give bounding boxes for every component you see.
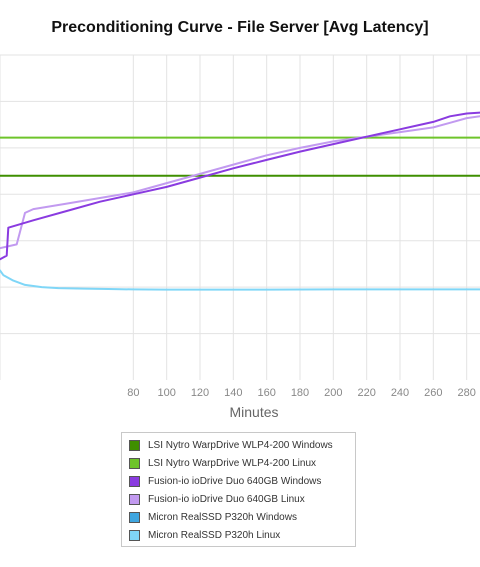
series-line-4 <box>0 115 480 250</box>
legend-item: Micron RealSSD P320h Linux <box>122 526 355 544</box>
x-tick-label: 280 <box>457 387 475 399</box>
x-tick-label: 220 <box>357 387 375 399</box>
series-line-6 <box>0 269 480 291</box>
legend: LSI Nytro WarpDrive WLP4-200 Windows LSI … <box>121 432 356 547</box>
legend-swatch <box>129 493 140 505</box>
x-tick-label: 160 <box>257 387 275 399</box>
x-tick-label: 260 <box>424 387 442 399</box>
legend-item: LSI Nytro WarpDrive WLP4-200 Windows <box>122 436 355 454</box>
legend-swatch <box>129 439 140 451</box>
x-tick-label: 120 <box>191 387 209 399</box>
legend-swatch <box>129 457 140 469</box>
legend-swatch <box>129 475 140 487</box>
legend-item: LSI Nytro WarpDrive WLP4-200 Linux <box>122 454 355 472</box>
x-tick-label: 240 <box>391 387 409 399</box>
legend-item: Micron RealSSD P320h Windows <box>122 508 355 526</box>
chart-title: Preconditioning Curve - File Server [Avg… <box>51 19 429 36</box>
line-chart: 80 100 120 140 160 180 200 220 240 260 280 Minutes <box>0 54 480 420</box>
x-tick-label: 80 <box>127 387 139 399</box>
legend-label: LSI Nytro WarpDrive WLP4-200 Linux <box>148 457 317 469</box>
series-line-3 <box>0 111 480 261</box>
x-axis-title: Minutes <box>229 404 278 420</box>
legend-item: Fusion-io ioDrive Duo 640GB Windows <box>122 472 355 490</box>
x-tick-label: 100 <box>157 387 175 399</box>
legend-swatch <box>129 511 140 523</box>
legend-item: Fusion-io ioDrive Duo 640GB Linux <box>122 490 355 508</box>
x-tick-label: 140 <box>224 387 242 399</box>
legend-label: Micron RealSSD P320h Windows <box>148 511 297 523</box>
legend-label: Micron RealSSD P320h Linux <box>148 529 281 541</box>
legend-label: Fusion-io ioDrive Duo 640GB Linux <box>148 493 305 505</box>
legend-label: LSI Nytro WarpDrive WLP4-200 Windows <box>148 439 333 451</box>
legend-label: Fusion-io ioDrive Duo 640GB Windows <box>148 475 322 487</box>
x-tick-label: 180 <box>291 387 309 399</box>
legend-swatch <box>129 529 140 541</box>
x-tick-label: 200 <box>324 387 342 399</box>
